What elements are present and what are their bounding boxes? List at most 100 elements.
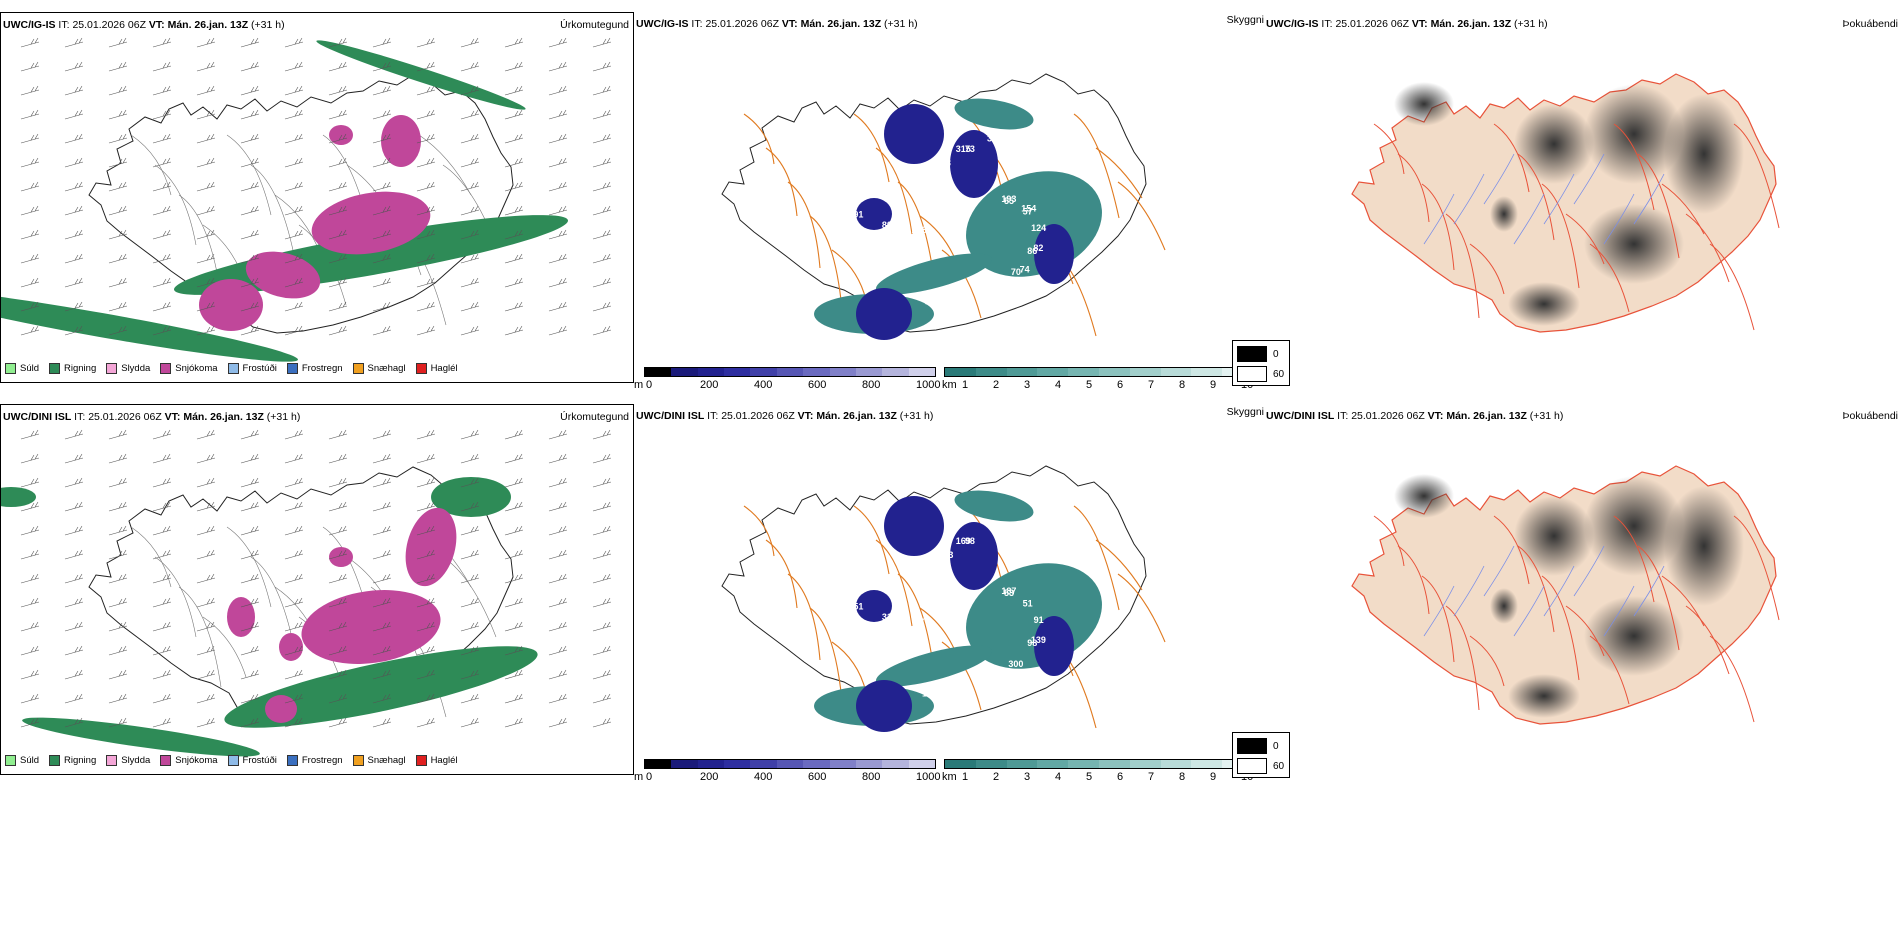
colorbar-step — [882, 760, 909, 768]
wind-barb — [152, 717, 172, 728]
valid-time-label: VT: — [797, 410, 817, 422]
rain-area — [431, 477, 511, 517]
wind-barb — [108, 453, 128, 464]
wind-barb — [108, 573, 128, 584]
visibility-value-label: 142 — [922, 688, 937, 698]
legend-label: Snjókoma — [175, 755, 218, 766]
wind-barb — [460, 85, 480, 96]
fog-panel: UWC/IG-IS IT: 25.01.2026 06Z VT: Mán. 26… — [1232, 12, 1900, 386]
wind-barb — [548, 157, 568, 168]
colorbar-step — [724, 760, 751, 768]
wind-barb — [240, 429, 260, 440]
colorbar-tick-label: 9 — [1210, 771, 1217, 783]
legend-entry: Slydda — [106, 363, 150, 374]
wind-barb — [592, 501, 612, 512]
river-line — [1483, 153, 1515, 205]
river-line — [1633, 173, 1665, 225]
wind-barb — [416, 429, 436, 440]
visibility-area — [954, 98, 1034, 130]
precip-legend: Súld Rigning Slydda Snjókoma Frostúði Frostre… — [5, 755, 458, 766]
wind-barb — [108, 277, 128, 288]
wind-barb — [548, 645, 568, 656]
colorbar-step — [829, 368, 856, 376]
wind-barb — [240, 325, 260, 336]
fog-scale-low: 0 — [1273, 348, 1279, 360]
wind-barb — [592, 525, 612, 536]
panel-run-title: UWC/IG-IS IT: 25.01.2026 06Z VT: Mán. 26… — [1266, 18, 1548, 30]
wind-barb — [416, 157, 436, 168]
road-line — [1685, 605, 1730, 675]
snow-area — [199, 279, 263, 331]
colorbar-step — [803, 368, 830, 376]
wind-barb — [504, 525, 524, 536]
valid-time-value: Mán. 26.jan. 13Z — [1430, 18, 1515, 30]
legend-label: Haglél — [430, 755, 458, 766]
colorbar-step — [1006, 760, 1038, 768]
precip-map — [1, 429, 612, 757]
road-line — [1445, 605, 1480, 711]
wind-barb — [64, 453, 84, 464]
wind-barb — [284, 549, 304, 560]
wind-barb — [460, 525, 480, 536]
wind-barb — [416, 253, 436, 264]
colorbar-tick-label: 8 — [1179, 771, 1186, 783]
road-line — [418, 134, 472, 196]
wind-barb — [592, 717, 612, 728]
wind-barb — [548, 133, 568, 144]
lead-time: (+31 h) — [899, 410, 934, 422]
road-line — [1517, 153, 1555, 241]
wind-barb — [328, 85, 348, 96]
road-line — [1541, 575, 1580, 681]
wind-barb — [20, 525, 40, 536]
wind-barb — [20, 301, 40, 312]
colorbar-step — [750, 368, 777, 376]
legend-swatch — [415, 755, 427, 766]
wind-barb — [548, 621, 568, 632]
fog-scale-high: 60 — [1273, 368, 1285, 380]
wind-barb — [108, 133, 128, 144]
wind-barb — [108, 669, 128, 680]
legend-label: Súld — [20, 755, 40, 766]
road-line — [1589, 635, 1630, 705]
fog-index-area — [1394, 82, 1454, 126]
wind-barb — [460, 181, 480, 192]
wind-barb — [196, 277, 216, 288]
wind-barb — [108, 37, 128, 48]
legend-entry: Snjókoma — [160, 755, 218, 766]
wind-barb — [416, 525, 436, 536]
wind-barb — [548, 693, 568, 704]
colorbar-step — [882, 368, 909, 376]
wind-barb — [592, 61, 612, 72]
wind-barb — [328, 429, 348, 440]
wind-barb — [108, 621, 128, 632]
wind-barb — [504, 205, 524, 216]
wind-barb — [64, 181, 84, 192]
wind-barb — [240, 301, 260, 312]
wind-barb — [372, 645, 392, 656]
wind-barb — [592, 645, 612, 656]
colorbar-tick-label: 3 — [1024, 379, 1031, 391]
ceiling-area — [856, 288, 912, 340]
wind-barb — [152, 453, 172, 464]
valid-time-label: VT: — [148, 19, 168, 31]
legend-swatch — [352, 755, 364, 766]
visibility-area — [954, 490, 1034, 522]
colorbar-tick-label: 600 — [808, 379, 827, 391]
wind-barb — [504, 477, 524, 488]
wind-barb — [504, 717, 524, 728]
wind-barb — [504, 693, 524, 704]
wind-barb — [284, 621, 304, 632]
visibility-map: 53 72 98 98 74 56 142 69 51 31 105 300 102 74 187 363 91… — [721, 465, 1166, 732]
visibility-value-label: 102 — [819, 552, 834, 562]
colorbar-tick-label: 200 — [700, 379, 719, 391]
wind-barb — [328, 325, 348, 336]
wind-barb — [20, 597, 40, 608]
wind-barb — [64, 229, 84, 240]
precip-legend: Súld Rigning Slydda Snjókoma Frostúði Frostre… — [5, 363, 458, 374]
visibility-value-label: 74 — [1020, 264, 1030, 274]
visibility-value-label: 72 — [911, 615, 921, 625]
lead-time: (+31 h) — [884, 18, 918, 30]
legend-swatch — [49, 363, 61, 374]
wind-barb — [372, 597, 392, 608]
road-line — [1469, 243, 1505, 295]
